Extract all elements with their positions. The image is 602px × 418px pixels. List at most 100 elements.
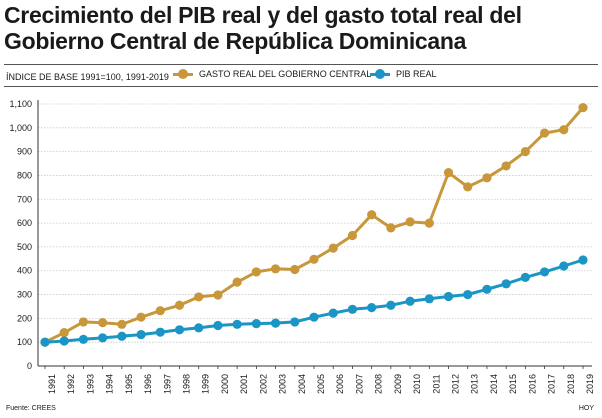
- data-point-gasto: [501, 161, 511, 171]
- legend-item-gasto: GASTO REAL DEL GOBIERNO CENTRAL: [173, 69, 371, 79]
- legend-swatch-pib: [370, 69, 390, 79]
- data-point-pib: [559, 261, 569, 271]
- x-tick-label: 2003: [278, 374, 288, 394]
- x-tick-label: 1992: [66, 374, 76, 394]
- x-tick-label: 1991: [47, 374, 57, 394]
- data-point-pib: [328, 308, 338, 318]
- data-point-gasto: [405, 217, 415, 227]
- data-point-pib: [578, 255, 588, 265]
- x-tick-label: 2012: [451, 374, 461, 394]
- credit-note: HOY: [578, 405, 594, 412]
- y-tick-label: 800: [17, 170, 32, 180]
- title-rule: [4, 64, 598, 65]
- x-tick-label: 2015: [508, 374, 518, 394]
- data-point-gasto: [251, 267, 261, 277]
- data-point-pib: [136, 329, 146, 340]
- x-tick-label: 2008: [374, 374, 384, 394]
- x-tick-label: 1999: [201, 374, 211, 394]
- x-tick-label: 2001: [239, 374, 249, 394]
- y-tick-label: 400: [17, 266, 32, 276]
- data-point-gasto: [386, 223, 396, 233]
- data-point-gasto: [539, 128, 550, 138]
- data-point-gasto: [578, 102, 588, 113]
- data-point-gasto: [290, 264, 300, 275]
- y-tick-label: 200: [17, 313, 32, 323]
- x-tick-label: 1996: [143, 374, 153, 394]
- data-point-pib: [424, 294, 434, 304]
- data-point-gasto: [328, 243, 338, 253]
- x-tick-label: 1997: [162, 374, 172, 394]
- legend-label-gasto: GASTO REAL DEL GOBIERNO CENTRAL: [199, 69, 372, 79]
- data-point-gasto: [59, 328, 69, 338]
- x-tick-label: 2016: [527, 374, 537, 394]
- y-tick-label: 100: [17, 337, 32, 347]
- x-tick-label: 2007: [354, 374, 364, 394]
- data-point-pib: [213, 320, 223, 331]
- data-point-pib: [386, 300, 396, 310]
- legend-item-pib: PIB REAL: [370, 69, 437, 79]
- chart-subtitle: ÍNDICE DE BASE 1991=100, 1991-2019: [6, 72, 169, 82]
- data-point-gasto: [270, 264, 281, 274]
- data-point-pib: [78, 334, 89, 344]
- x-tick-label: 2017: [547, 374, 557, 394]
- x-tick-label: 1995: [124, 374, 134, 394]
- y-tick-label: 900: [17, 147, 32, 157]
- y-tick-label: 1,000: [9, 123, 32, 133]
- legend-label-pib: PIB REAL: [396, 69, 437, 79]
- data-point-gasto: [98, 318, 108, 328]
- data-point-pib: [309, 312, 319, 322]
- x-tick-label: 2011: [431, 374, 441, 393]
- data-point-pib: [232, 319, 242, 329]
- data-point-pib: [40, 337, 50, 347]
- data-point-gasto: [117, 319, 127, 329]
- data-point-gasto: [482, 173, 492, 183]
- data-point-pib: [290, 317, 300, 327]
- y-tick-label: 500: [17, 242, 32, 252]
- data-point-pib: [405, 296, 415, 306]
- data-point-pib: [463, 289, 473, 300]
- chart-title: Crecimiento del PIB real y del gasto tot…: [4, 2, 522, 54]
- data-point-pib: [482, 284, 492, 294]
- legend-rule: [4, 86, 598, 87]
- data-point-pib: [501, 279, 511, 289]
- data-point-pib: [443, 291, 454, 302]
- data-point-gasto: [443, 167, 454, 178]
- data-point-pib: [367, 303, 377, 313]
- data-point-gasto: [232, 277, 242, 287]
- legend-swatch-gasto: [173, 69, 193, 79]
- y-tick-label: 0: [27, 361, 32, 371]
- x-tick-label: 2009: [393, 374, 403, 394]
- data-point-gasto: [367, 210, 377, 220]
- data-point-gasto: [194, 292, 204, 302]
- series-line-pib: [44, 258, 584, 344]
- data-point-pib: [539, 267, 550, 277]
- x-tick-label: 2005: [316, 374, 326, 394]
- x-tick-label: 1994: [105, 374, 115, 394]
- data-point-gasto: [463, 182, 473, 192]
- data-point-pib: [98, 333, 108, 343]
- y-tick-label: 1,100: [9, 99, 32, 109]
- source-note: Fuente: CREES: [6, 405, 56, 412]
- x-tick-label: 2019: [585, 374, 595, 394]
- data-point-pib: [194, 323, 204, 333]
- x-tick-label: 2006: [335, 374, 345, 394]
- data-point-gasto: [213, 290, 223, 300]
- data-point-gasto: [78, 317, 89, 327]
- data-point-pib: [520, 272, 530, 282]
- data-point-gasto: [347, 230, 358, 241]
- data-point-pib: [155, 327, 165, 337]
- data-point-gasto: [136, 312, 146, 322]
- y-tick-label: 300: [17, 290, 32, 300]
- x-tick-label: 2014: [489, 374, 499, 394]
- data-point-pib: [347, 304, 358, 314]
- data-point-gasto: [559, 125, 569, 135]
- series-line-gasto: [44, 106, 585, 344]
- x-tick-label: 2002: [258, 374, 268, 394]
- x-tick-label: 2010: [412, 374, 422, 394]
- data-point-pib: [174, 325, 185, 335]
- data-point-pib: [117, 331, 127, 341]
- data-point-pib: [251, 319, 261, 329]
- data-point-gasto: [174, 300, 185, 310]
- data-point-gasto: [424, 218, 434, 228]
